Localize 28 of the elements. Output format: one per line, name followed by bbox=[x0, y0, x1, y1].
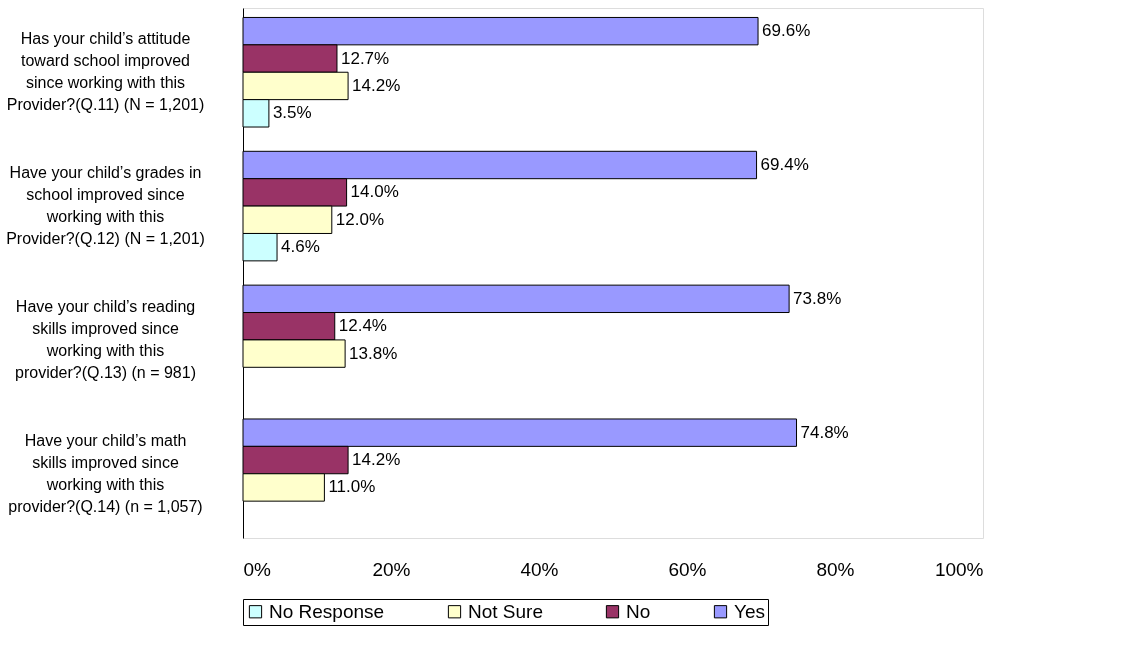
y-tick-label: Have your child’s grades in school improved since working with this Provider?(Q.12) (N = 1,201) bbox=[6, 164, 205, 248]
data-label: 74.8% bbox=[800, 422, 849, 442]
x-tick-label: 80% bbox=[816, 558, 855, 580]
data-label: 3.5% bbox=[272, 103, 312, 123]
data-label: 73.8% bbox=[793, 288, 842, 308]
legend-label: No Response bbox=[269, 600, 385, 622]
data-label: 14.2% bbox=[352, 75, 401, 95]
data-label: 14.2% bbox=[352, 450, 401, 470]
y-tick-label: Has your child’s attitude toward school improved since working with this Provider?(Q.11) (N = 1,201) bbox=[6, 30, 205, 114]
y-tick-label: Have your child’s reading skills improved since working with this provider?(Q.13) (n = 981) bbox=[15, 297, 196, 381]
data-label: 4.6% bbox=[281, 237, 320, 257]
y-tick-label: Have your child’s math skills improved since working with this provider?(Q.14) (n = 1,057) bbox=[8, 431, 203, 515]
data-label: 14.0% bbox=[350, 182, 399, 202]
data-label: 12.4% bbox=[338, 316, 387, 336]
data-label: 12.0% bbox=[335, 209, 384, 229]
x-tick-label: 100% bbox=[934, 558, 984, 580]
x-tick-label: 0% bbox=[243, 558, 272, 580]
legend-label: No bbox=[626, 600, 651, 622]
legend-label: Not Sure bbox=[468, 600, 543, 622]
data-label: 12.7% bbox=[340, 48, 390, 68]
data-label: 11.0% bbox=[328, 477, 376, 497]
x-tick-label: 20% bbox=[372, 558, 411, 580]
legend-label: Yes bbox=[734, 600, 765, 622]
x-tick-label: 40% bbox=[520, 558, 559, 580]
data-label: 69.4% bbox=[760, 155, 809, 174]
x-tick-label: 60% bbox=[668, 558, 707, 580]
data-label: 69.6% bbox=[762, 21, 811, 41]
data-label: 13.8% bbox=[349, 343, 398, 363]
